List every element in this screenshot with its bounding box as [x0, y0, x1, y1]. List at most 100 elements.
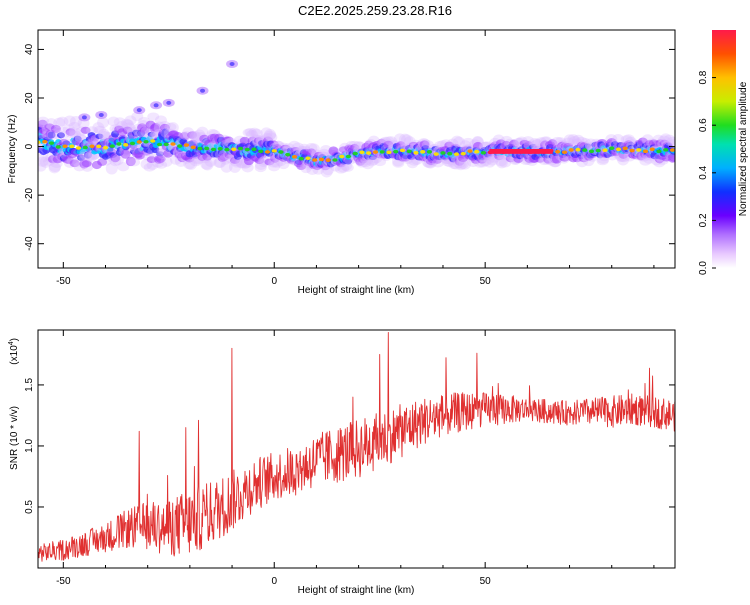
- spectrogram-cell: [265, 132, 278, 142]
- spectrogram-core-cell: [217, 146, 223, 151]
- spectrogram-marks: [38, 60, 675, 178]
- spectrogram-core-cell: [123, 143, 129, 147]
- snr-panel: -50 0 50 0.5 1.0 1.5 Height of straight line…: [8, 329, 676, 596]
- spectrogram-core-cell: [55, 145, 61, 149]
- figure-title: C2E2.2025.259.23.28.R16: [298, 3, 452, 18]
- y-tick-label: 20: [24, 92, 35, 104]
- spectrogram-cell: [483, 156, 496, 168]
- spectrogram-cell: [462, 137, 475, 146]
- spectrogram-cell: [200, 160, 213, 170]
- spectrogram-cell: [337, 163, 350, 173]
- spectrogram-outlier-core: [153, 103, 159, 108]
- spectrogram-core-cell: [426, 150, 433, 154]
- spectrogram-cell: [120, 118, 133, 129]
- spectrogram-core-cell: [339, 154, 345, 159]
- spectrogram-core-cell: [285, 152, 291, 157]
- spectrogram-cell: [567, 134, 580, 146]
- spectrogram-core-cell: [62, 144, 68, 149]
- spectrogram-core-cell: [480, 150, 487, 155]
- spectrogram-cell: [65, 128, 76, 136]
- spectrogram-core-cell: [453, 152, 460, 157]
- svg-text:(x104): (x104): [8, 338, 20, 365]
- spectrogram-core-cell: [575, 147, 581, 152]
- spectrogram-cell: [57, 149, 64, 154]
- spectrogram-cell: [160, 156, 173, 167]
- spectrogram-cell: [458, 158, 471, 170]
- spectrogram-cell: [38, 162, 47, 172]
- spectrogram-core-cell: [150, 139, 156, 143]
- spectrogram-cell: [341, 163, 354, 172]
- spectrogram-cell: [344, 158, 353, 165]
- spectrogram-cell: [529, 138, 542, 147]
- spectrogram-cell: [53, 117, 66, 129]
- spectrogram-cell: [399, 133, 412, 146]
- spectrogram-core-cell: [420, 150, 426, 154]
- spectrogram-core-cell: [271, 149, 277, 153]
- spectrogram-cell: [107, 116, 120, 127]
- spectrogram-cell: [583, 143, 592, 150]
- spectrogram-cell: [431, 158, 444, 168]
- spectrogram-cell: [117, 162, 130, 172]
- spectrogram-cell: [383, 140, 394, 149]
- spectrogram-cell: [164, 122, 177, 132]
- spectrogram-cell: [187, 131, 198, 139]
- spectrogram-cell: [65, 129, 78, 139]
- spectrogram-cell: [196, 126, 209, 138]
- spectrogram-core-cell: [474, 149, 480, 154]
- spectrogram-core-cell: [177, 144, 183, 148]
- spectrogram-core-cell: [379, 150, 385, 154]
- spectrogram-cell: [155, 155, 166, 163]
- spectrogram-core-cell: [595, 148, 601, 153]
- y-tick-label: -20: [24, 187, 35, 202]
- spectrogram-cell: [124, 115, 137, 126]
- spectrogram-cell: [494, 156, 507, 167]
- spectrogram-cell: [69, 159, 80, 168]
- y-tick-label: 1.5: [24, 378, 35, 392]
- spectrogram-outlier-core: [98, 113, 104, 117]
- spectrogram-cell: [406, 157, 419, 169]
- spectrogram-cell: [320, 165, 333, 178]
- spectrogram-core-cell: [89, 144, 95, 149]
- spectrogram-core-cell: [96, 144, 102, 149]
- colorbar-gradient: [712, 30, 736, 268]
- spectrogram-cell: [201, 158, 214, 171]
- spectrogram-cell: [263, 130, 276, 140]
- spectrogram-cell: [254, 162, 267, 173]
- spectrogram-core-cell: [372, 150, 379, 154]
- spectrogram-cell: [228, 160, 241, 173]
- spectrogram-core-cell: [291, 154, 298, 159]
- spectrogram-cell: [97, 128, 110, 141]
- spectrogram-core-cell: [237, 146, 244, 151]
- spectrogram-core-cell: [224, 147, 230, 152]
- spectrogram-core-cell: [136, 140, 142, 144]
- snr-plot-area: [38, 331, 675, 562]
- colorbar-ticks: 0.0 0.2 0.4 0.6 0.8: [698, 70, 716, 275]
- spectrogram-cell: [568, 135, 581, 145]
- spectrogram-cell: [244, 127, 257, 137]
- spectrogram-outlier-core: [166, 100, 172, 105]
- colorbar-label: Normalized spectral amplitude: [738, 81, 749, 216]
- spectrogram-core-cell: [244, 147, 250, 152]
- spectrogram-core-cell: [609, 146, 615, 150]
- spectrogram-core-cell: [258, 149, 264, 154]
- colorbar-tick-label: 0.8: [698, 70, 709, 84]
- spectrogram-cell: [111, 153, 124, 166]
- spectrogram-core-cell: [325, 158, 331, 163]
- spectrogram-cell: [92, 122, 105, 134]
- spectrogram-outlier-core: [229, 62, 235, 66]
- spectrogram-cell: [277, 158, 290, 170]
- spectrogram-core-cell: [231, 147, 237, 152]
- spectrogram-cell: [128, 158, 141, 167]
- spectrogram-core-cell: [629, 148, 635, 153]
- spectrogram-cell: [155, 160, 168, 169]
- spectrogram-core-cell: [305, 156, 311, 161]
- spectrogram-core-cell: [278, 150, 284, 154]
- x-tick-label: 50: [480, 276, 492, 287]
- spectrogram-cell: [143, 163, 156, 172]
- spectrogram-cell: [122, 119, 135, 130]
- spectrogram-core-cell: [447, 151, 453, 156]
- spectrogram-cell: [639, 156, 652, 166]
- spectrogram-y-label: Frequency (Hz): [7, 115, 18, 184]
- spectrogram-cell: [120, 149, 131, 159]
